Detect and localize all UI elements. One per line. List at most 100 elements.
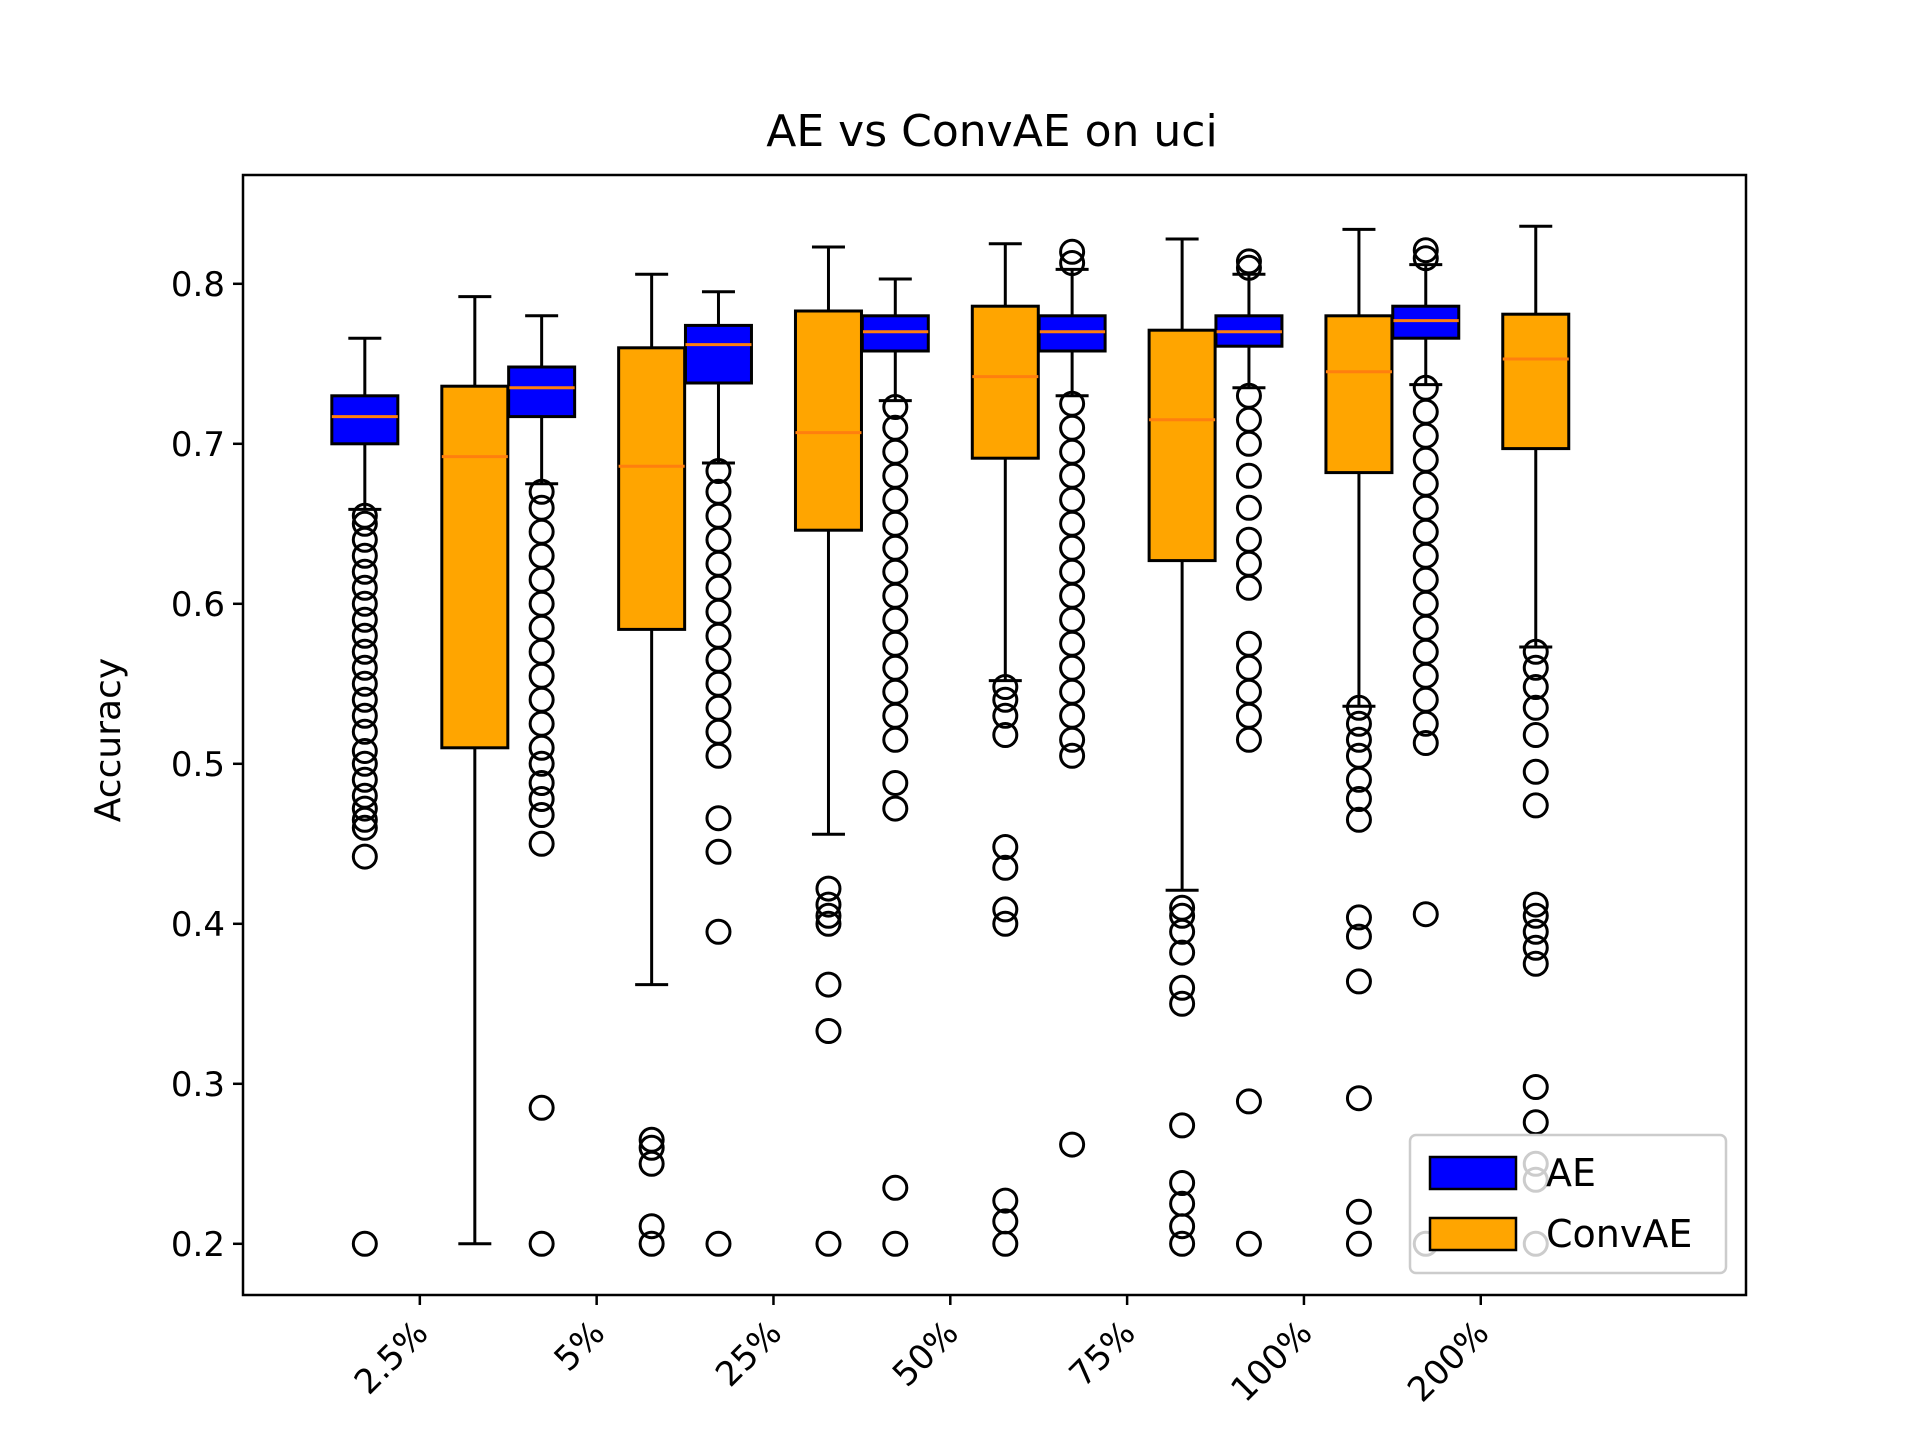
box-ae-6: [1391, 237, 1461, 1257]
legend-swatch-ae: [1428, 1155, 1518, 1191]
flier-point: [1235, 630, 1262, 657]
flier-point: [992, 674, 1019, 700]
flier-point: [1235, 462, 1262, 489]
flier-point: [1169, 939, 1196, 966]
flier-point: [1235, 254, 1262, 281]
box-convae-1: [617, 272, 687, 1257]
flier-point: [351, 670, 378, 697]
flier-point: [1169, 894, 1196, 921]
flier-point: [1345, 904, 1372, 931]
flier-point: [1345, 726, 1372, 753]
flier-point: [1412, 901, 1439, 928]
flier-point: [1522, 674, 1549, 700]
flier-point: [1412, 245, 1439, 272]
legend-swatch-convae: [1428, 1216, 1518, 1252]
flier-point: [1522, 638, 1549, 665]
flier-point: [351, 686, 378, 713]
flier-point: [1169, 974, 1196, 1001]
flier-point: [1169, 1190, 1196, 1217]
box-convae-5: [1324, 227, 1394, 1257]
y-tick-label: 0.4: [171, 905, 225, 945]
flier-point: [351, 750, 378, 777]
flier-point: [882, 1230, 909, 1257]
flier-point: [815, 1018, 842, 1044]
flier-point: [705, 458, 732, 484]
flier-point: [815, 971, 842, 998]
box-body: [507, 365, 577, 419]
flier-point: [1412, 237, 1439, 264]
y-tick-label: 0.3: [171, 1065, 225, 1105]
box-convae-6: [1501, 224, 1571, 1257]
box-body: [683, 323, 753, 385]
flier-point: [992, 854, 1019, 881]
flier-point: [638, 1230, 665, 1257]
flier-point: [1345, 806, 1372, 833]
flier-point: [1345, 1198, 1372, 1225]
flier-point: [815, 875, 842, 902]
box-ae-4: [1037, 238, 1107, 1158]
flier-point: [638, 1126, 665, 1153]
flier-point: [1522, 918, 1549, 945]
flier-point: [1345, 742, 1372, 769]
box-body: [1037, 314, 1107, 353]
flier-point: [351, 606, 378, 633]
flier-point: [1412, 730, 1439, 756]
box-ae-1: [507, 314, 577, 1257]
flier-point: [815, 910, 842, 937]
flier-point: [1235, 1230, 1262, 1257]
flier-point: [882, 394, 909, 420]
flier-point: [351, 814, 378, 841]
flier-point: [1235, 1088, 1262, 1115]
flier-point: [1169, 902, 1196, 929]
y-axis-label: Accuracy: [88, 658, 129, 822]
flier-point: [1059, 1131, 1086, 1158]
flier-point: [815, 891, 842, 918]
flier-point: [528, 750, 555, 777]
flier-point: [351, 738, 378, 764]
flier-point: [1235, 382, 1262, 409]
flier-point: [351, 502, 378, 529]
flier-point: [1412, 374, 1439, 401]
flier-point: [528, 478, 555, 505]
plot-area: [330, 224, 1571, 1257]
legend: AE ConvAE: [1408, 1133, 1728, 1275]
flier-point: [351, 574, 378, 601]
flier-point: [1235, 526, 1262, 553]
flier-point: [1059, 250, 1086, 276]
flier-point: [992, 1187, 1019, 1214]
flier-point: [528, 1230, 555, 1257]
flier-point: [1169, 1170, 1196, 1196]
box-body: [793, 309, 863, 532]
flier-point: [1235, 494, 1262, 521]
flier-point: [351, 542, 378, 569]
legend-label-ae: AE: [1546, 1151, 1596, 1195]
flier-point: [1522, 1109, 1549, 1136]
flier-point: [882, 1174, 909, 1201]
box-convae-0: [440, 295, 510, 1246]
flier-point: [1522, 902, 1549, 929]
flier-point: [1169, 1112, 1196, 1139]
flier-point: [528, 1094, 555, 1121]
y-tick-label: 0.6: [171, 585, 225, 625]
flier-point: [351, 718, 378, 745]
flier-point: [992, 702, 1019, 729]
box-body: [860, 314, 930, 353]
flier-point: [992, 896, 1019, 923]
box-body: [330, 394, 400, 446]
axes-frame: [241, 173, 1748, 1297]
y-tick-label: 0.7: [171, 425, 225, 465]
flier-point: [351, 654, 378, 681]
box-body: [440, 384, 510, 750]
flier-point: [1345, 1230, 1372, 1257]
chart-title: AE vs ConvAE on uci: [766, 106, 1217, 157]
flier-point: [1345, 923, 1372, 950]
box-ae-3: [860, 277, 930, 1257]
flier-point: [882, 795, 909, 822]
flier-point: [1522, 722, 1549, 748]
flier-point: [1345, 1085, 1372, 1112]
flier-point: [638, 1134, 665, 1161]
flier-point: [992, 722, 1019, 748]
flier-point: [1059, 238, 1086, 265]
flier-point: [351, 795, 378, 822]
